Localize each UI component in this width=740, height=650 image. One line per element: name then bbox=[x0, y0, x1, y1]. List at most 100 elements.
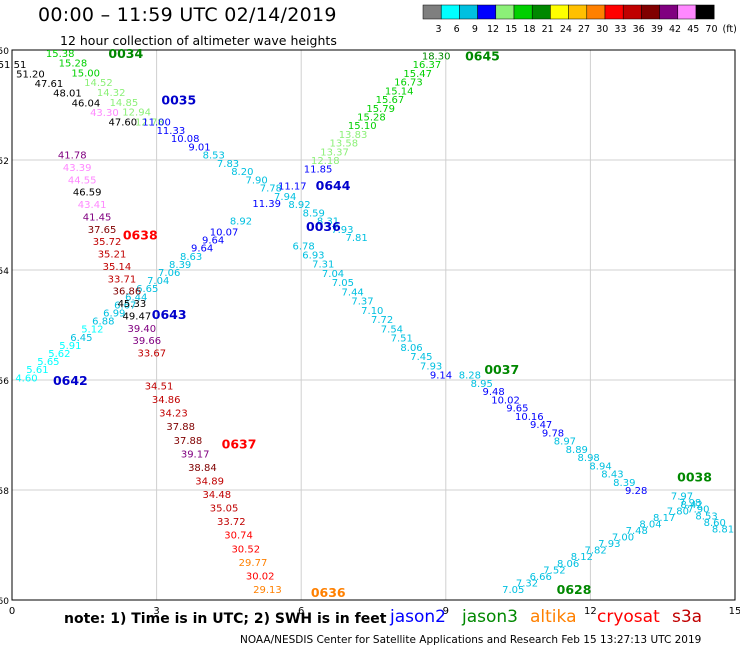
wave-height-9-6: 15.79 bbox=[366, 104, 395, 115]
wave-height-0-0: 15.38 bbox=[46, 49, 75, 60]
scale-label-14: 45 bbox=[687, 24, 699, 35]
wave-height-5-1: 7.32 bbox=[516, 578, 538, 589]
scale-swatch-9 bbox=[586, 4, 606, 20]
wave-height-6-6: 5.12 bbox=[81, 325, 103, 336]
pass-label-0036: 0036 bbox=[306, 219, 341, 234]
wave-height-10-6: 47.60 bbox=[109, 118, 138, 129]
wave-height-5-3: 7.52 bbox=[543, 565, 565, 576]
wave-height-9-5: 15.28 bbox=[357, 112, 386, 123]
scale-swatch-3 bbox=[477, 4, 497, 20]
scale-label-10: 33 bbox=[614, 24, 626, 35]
scale-label-3: 12 bbox=[487, 24, 499, 35]
wave-height-3-1: 8.95 bbox=[471, 379, 493, 390]
wave-height-1-9: 7.94 bbox=[274, 192, 296, 203]
wave-height-2-2: 7.31 bbox=[312, 260, 334, 271]
wave-height-6-15: 8.63 bbox=[180, 252, 202, 263]
wave-height-1-13: 7.93 bbox=[331, 225, 353, 236]
scale-label-5: 18 bbox=[523, 24, 535, 35]
wave-height-3-7: 9.78 bbox=[542, 428, 564, 439]
wave-height-2-1: 6.93 bbox=[302, 250, 324, 261]
wave-height-3-2: 9.48 bbox=[483, 387, 505, 398]
wave-height-11-13: 49.47 bbox=[123, 311, 152, 322]
wave-height-5-7: 7.93 bbox=[598, 539, 620, 550]
x-tick-4: 12 bbox=[584, 606, 597, 617]
wave-height-3-6: 9.47 bbox=[530, 420, 552, 431]
wave-height-3-5: 10.16 bbox=[515, 412, 544, 423]
legend-jason3: jason3 bbox=[462, 607, 518, 627]
plot-frame bbox=[11, 49, 736, 601]
wave-height-11-4: 43.41 bbox=[78, 200, 107, 211]
wave-height-1-10: 8.92 bbox=[288, 200, 310, 211]
wave-height-11-11: 36.86 bbox=[113, 287, 142, 298]
wave-height-9-2: 13.58 bbox=[329, 139, 358, 150]
wave-height-12-9: 35.05 bbox=[210, 504, 239, 515]
wave-height-2-0: 6.78 bbox=[292, 241, 314, 252]
wave-height-11-5: 41.45 bbox=[83, 212, 112, 223]
wave-height-6-9: 6.67 bbox=[114, 300, 136, 311]
wave-height-11-8: 35.21 bbox=[98, 250, 127, 261]
pass-label-0037: 0037 bbox=[484, 362, 519, 377]
wave-height-6-14: 8.39 bbox=[169, 260, 191, 271]
pass-label-0035: 0035 bbox=[161, 93, 196, 108]
x-tick-1: 3 bbox=[153, 606, 159, 617]
wave-height-9-8: 15.14 bbox=[385, 86, 414, 97]
wave-height-6-5: 6.45 bbox=[70, 333, 92, 344]
scale-label-4: 15 bbox=[505, 24, 517, 35]
wave-height-12-4: 37.88 bbox=[174, 436, 203, 447]
wave-height-5-11: 8.17 bbox=[653, 513, 675, 524]
scale-swatch-11 bbox=[622, 4, 642, 20]
wave-height-5-0: 7.05 bbox=[502, 585, 524, 596]
wave-height-6-11: 6.65 bbox=[136, 284, 158, 295]
wave-height-9-3: 13.83 bbox=[339, 130, 368, 141]
wave-height-8-2: 11.17 bbox=[278, 182, 307, 193]
scale-swatch-2 bbox=[459, 4, 478, 20]
footer-note: note: 1) Time is in UTC; 2) SWH is in fe… bbox=[64, 611, 387, 627]
scale-swatch-15 bbox=[695, 4, 715, 20]
wave-height-1-7: 7.90 bbox=[245, 175, 267, 186]
scale-label-2: 9 bbox=[472, 24, 478, 35]
wave-height-5-2: 6.66 bbox=[530, 572, 552, 583]
wave-height-12-0: 34.51 bbox=[145, 382, 174, 393]
wave-height-9-12: 18.30 bbox=[422, 52, 451, 63]
y-tick-0: -50 bbox=[0, 47, 9, 57]
wave-height-0-4: 14.32 bbox=[97, 88, 126, 99]
wave-height-3-14: 9.28 bbox=[625, 486, 647, 497]
scale-label-16: (ft) bbox=[723, 24, 737, 35]
wave-height-6-0: 4.60 bbox=[15, 373, 37, 384]
scale-label-13: 42 bbox=[669, 24, 681, 35]
y-tick-1: -52 bbox=[0, 157, 9, 167]
wave-height-5-12: 7.80 bbox=[667, 506, 689, 517]
legend-altika: altika bbox=[530, 607, 577, 627]
wave-height-4-0: 7.97 bbox=[671, 492, 693, 503]
wave-height-9-1: 13.37 bbox=[320, 147, 349, 158]
wave-height-11-15: 39.66 bbox=[132, 336, 161, 347]
wave-height-1-8: 7.78 bbox=[260, 184, 282, 195]
wave-height-0-3: 14.52 bbox=[84, 78, 113, 89]
wave-height-2-10: 7.51 bbox=[391, 334, 413, 345]
wave-height-2-11: 8.06 bbox=[400, 343, 422, 354]
wave-height-1-12: 8.31 bbox=[317, 217, 339, 228]
wave-height-0-5: 14.85 bbox=[110, 98, 139, 109]
scale-label-15: 70 bbox=[705, 24, 717, 35]
wave-height-12-10: 33.72 bbox=[217, 517, 246, 528]
wave-height-6-12: 7.04 bbox=[147, 276, 169, 287]
wave-height-2-3: 7.04 bbox=[322, 269, 344, 280]
wave-height-11-1: 43.39 bbox=[63, 163, 92, 174]
wave-height-6-16: 9.64 bbox=[191, 244, 213, 255]
y-tick-4: -58 bbox=[0, 487, 9, 497]
wave-height-9-0: 12.18 bbox=[311, 156, 340, 167]
scale-label-0: 3 bbox=[435, 24, 441, 35]
scale-swatch-10 bbox=[604, 4, 624, 20]
wave-height-3-12: 8.43 bbox=[601, 470, 623, 481]
scale-label-11: 36 bbox=[633, 24, 645, 35]
wave-height-6-4: 5.91 bbox=[59, 341, 81, 352]
wave-height-2-6: 7.37 bbox=[351, 297, 373, 308]
wave-height-2-14: 9.14 bbox=[430, 371, 452, 382]
wave-height-9-7: 15.67 bbox=[376, 95, 405, 106]
pass-label-0638: 0638 bbox=[123, 227, 158, 242]
wave-height-6-1: 5.61 bbox=[26, 365, 48, 376]
wave-height-6-17: 9.64 bbox=[202, 236, 224, 247]
wave-height-4-2: 7.90 bbox=[687, 505, 709, 516]
